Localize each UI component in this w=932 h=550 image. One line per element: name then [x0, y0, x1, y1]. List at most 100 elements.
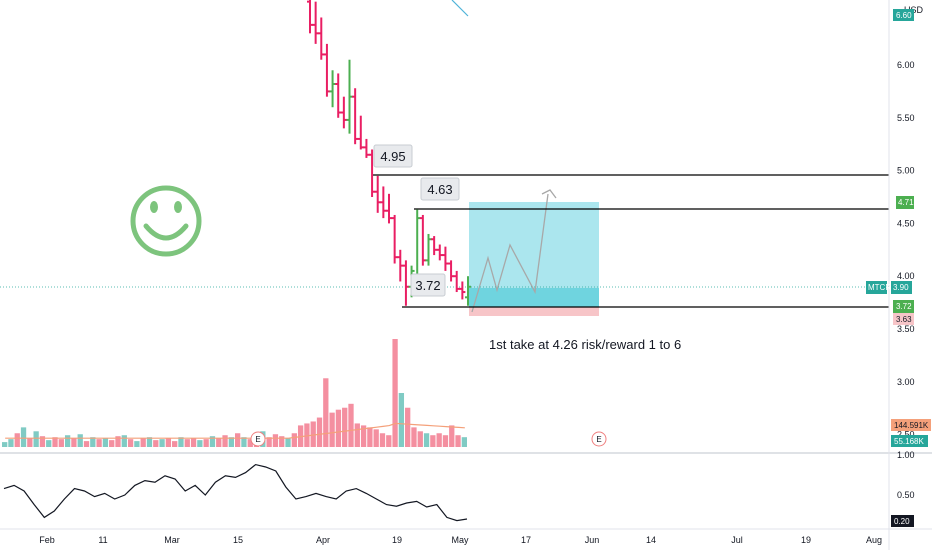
- price-tick-label: 5.00: [897, 166, 915, 176]
- volume-bar: [115, 436, 121, 447]
- projection-arrowhead: [541, 189, 557, 199]
- time-tick-label: 15: [233, 535, 243, 545]
- price-bar: [340, 96, 347, 129]
- svg-text:0.20: 0.20: [894, 517, 910, 526]
- volume-bar: [222, 435, 228, 447]
- symbol-price-badge: MTCR 3.90: [866, 281, 912, 294]
- price-bar: [402, 260, 409, 306]
- price-bar: [386, 193, 392, 224]
- price-bar: [391, 214, 398, 264]
- price-bar: [307, 0, 313, 34]
- price-bar: [453, 270, 460, 293]
- price-bar: [380, 186, 387, 219]
- price-bar: [431, 236, 438, 256]
- volume-bar: [20, 427, 27, 447]
- smiley-face-icon: [130, 185, 202, 257]
- volume-bar: [285, 438, 291, 447]
- price-bar: [346, 59, 353, 134]
- svg-text:3.63: 3.63: [896, 315, 912, 324]
- volume-bar: [455, 435, 461, 447]
- price-bar: [448, 260, 455, 282]
- svg-text:4.71: 4.71: [898, 198, 914, 207]
- time-tick-label: 11: [98, 535, 107, 545]
- low-label-box: 3.72: [410, 273, 446, 297]
- volume-bar: [178, 437, 184, 447]
- volume-bar: [102, 438, 109, 447]
- svg-text:55.168K: 55.168K: [894, 437, 924, 446]
- time-tick-label: May: [451, 535, 469, 545]
- price-bar: [425, 233, 432, 266]
- volume-bar: [140, 438, 146, 447]
- target-price-badge: 4.71: [896, 196, 914, 209]
- volume-bar: [379, 433, 386, 447]
- volume-bar: [342, 407, 348, 447]
- volume-bar: [423, 433, 430, 447]
- volume-bar: [71, 438, 77, 447]
- volume-bar: [436, 433, 442, 447]
- volume-bar: [90, 437, 96, 447]
- target-zone: [469, 202, 599, 288]
- volume-bar: [367, 427, 373, 447]
- price-bar: [369, 149, 376, 197]
- time-tick-label: 17: [521, 535, 531, 545]
- volume-bar: [442, 435, 449, 447]
- volume-bar: [316, 417, 323, 447]
- oscillator-layer: [3, 463, 468, 522]
- volume-bar: [228, 437, 234, 447]
- price-bar: [419, 214, 426, 266]
- earnings-marker[interactable]: E: [250, 431, 266, 447]
- volume-bar: [449, 425, 455, 447]
- volume-bar: [64, 435, 71, 447]
- volume-bar: [58, 439, 64, 447]
- volume-bar: [329, 412, 335, 447]
- volume-bar: [109, 440, 115, 447]
- volume-bar: [291, 433, 297, 447]
- price-bar: [397, 249, 404, 282]
- low-label: 3.72: [415, 278, 440, 293]
- volume-bar: [279, 436, 285, 447]
- recent-high-label-box: 4.63: [420, 177, 460, 201]
- volume-bar: [304, 423, 310, 447]
- oscillator-line: [3, 463, 468, 522]
- price-bar: [323, 43, 330, 97]
- top-price-badge: 6.60: [893, 9, 914, 21]
- trade-note: 1st take at 4.26 risk/reward 1 to 6: [489, 337, 681, 352]
- volume-ma-line: [5, 422, 465, 439]
- volume-bar: [83, 441, 90, 447]
- volume-bar: [247, 439, 253, 447]
- price-tick-label: 4.00: [897, 271, 915, 281]
- price-bar: [363, 138, 370, 158]
- time-axis[interactable]: Feb 11 Mar 15 Apr 19 May 17 Jun 14 Jul 19 Aug: [39, 535, 882, 545]
- volume-bar: [392, 339, 398, 447]
- price-bars-layer: [307, 0, 471, 306]
- volume-bar: [46, 440, 52, 447]
- volume-bar: [27, 438, 33, 447]
- volume-bar: [2, 442, 8, 447]
- time-tick-label: Mar: [164, 535, 180, 545]
- price-bar: [335, 73, 342, 118]
- high-label-box: 4.95: [373, 144, 413, 168]
- price-tick-label: 6.00: [897, 60, 915, 70]
- price-bar: [329, 70, 336, 108]
- svg-text:3.72: 3.72: [896, 302, 912, 311]
- volume-bar: [411, 427, 417, 447]
- volume-bar: [190, 438, 197, 447]
- price-axis[interactable]: 6.00 5.50 5.00 4.50 4.00 3.50 3.00 2.50 1.00 0.50: [897, 60, 915, 500]
- earnings-marker[interactable]: E: [591, 431, 607, 447]
- volume-bar: [33, 431, 39, 447]
- price-tick-label: 3.50: [897, 324, 915, 334]
- volume-bar: [184, 439, 190, 447]
- svg-text:E: E: [255, 435, 260, 444]
- price-bar: [352, 88, 359, 145]
- volume-bar: [146, 437, 153, 447]
- volume-bar: [121, 435, 127, 447]
- volume-now-badge: 55.168K: [891, 435, 928, 447]
- price-tick-label: 3.00: [897, 377, 915, 387]
- volume-bar: [272, 434, 279, 447]
- oscillator-badge: 0.20: [891, 515, 914, 527]
- volume-bar: [14, 433, 20, 447]
- svg-text:3.90: 3.90: [893, 283, 909, 292]
- price-tick-label: 5.50: [897, 113, 915, 123]
- price-bar: [436, 244, 443, 261]
